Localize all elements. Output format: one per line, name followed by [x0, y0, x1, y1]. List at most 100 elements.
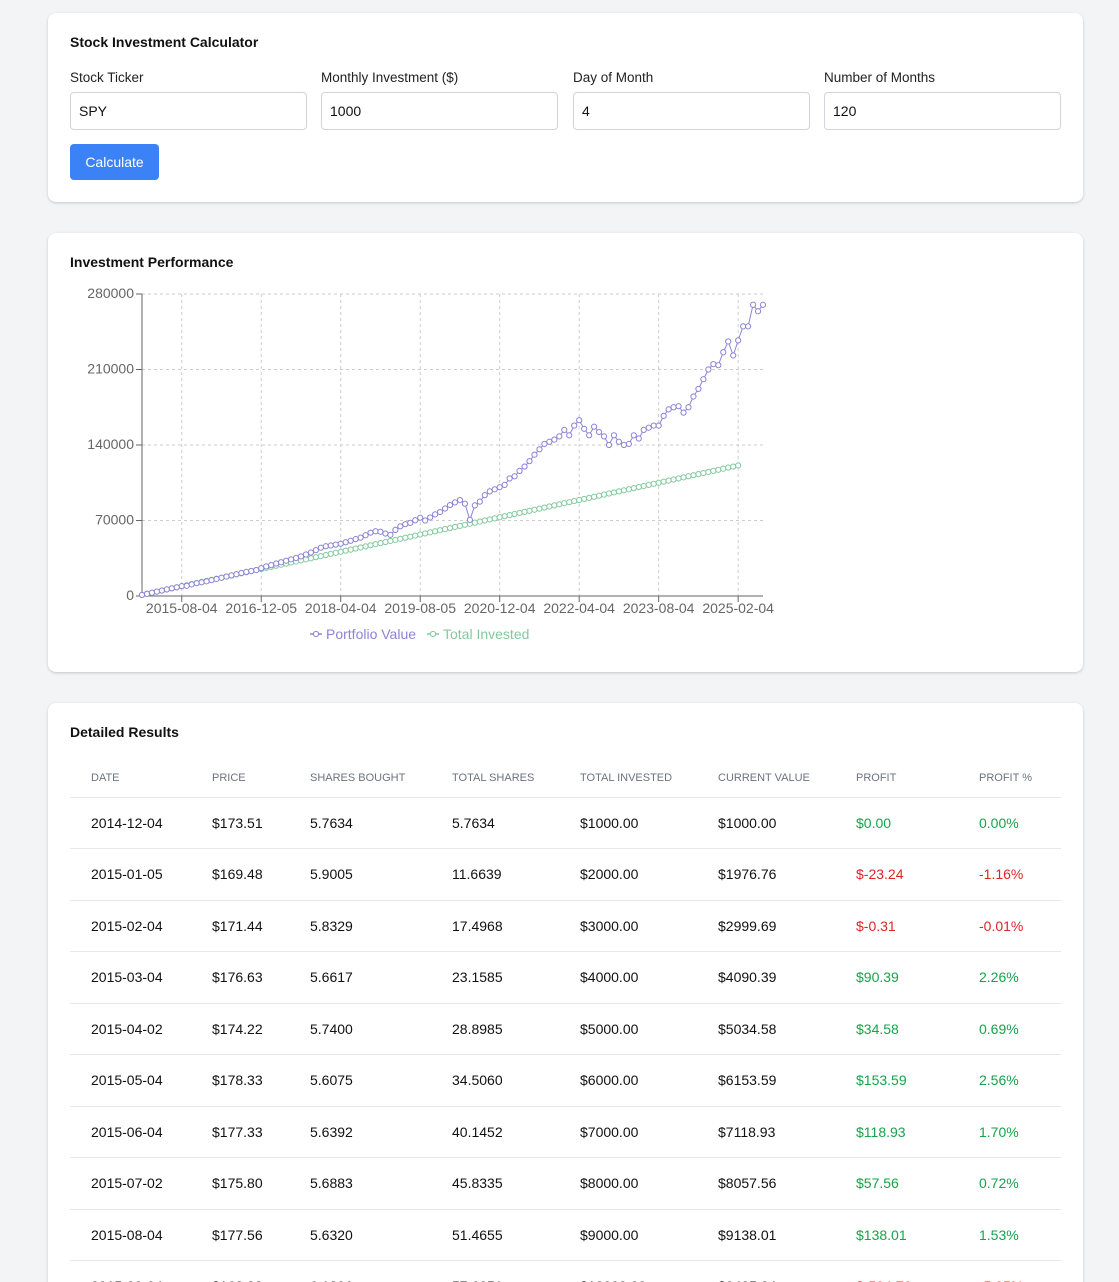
data-point [551, 502, 558, 509]
monthly-investment-field: Monthly Investment ($) 1000 [321, 70, 558, 130]
data-point [327, 550, 334, 558]
calculator-title: Stock Investment Calculator [70, 34, 259, 50]
data-point [526, 507, 533, 514]
ticker-input[interactable]: SPY [70, 92, 307, 130]
cell-current-value: $1976.76 [697, 848, 835, 901]
data-point [332, 541, 339, 548]
data-point [695, 385, 702, 393]
cell-profit-pct: 0.00% [958, 797, 1061, 849]
data-point [367, 529, 374, 536]
x-tick-label: 2018-04-04 [305, 600, 377, 616]
table-row: 2014-12-04 $173.51 5.7634 5.7634 $1000.00 $10… [70, 797, 1061, 849]
data-point [402, 521, 409, 528]
cell-shares-bought: 5.6075 [289, 1054, 431, 1107]
number-of-months-label: Number of Months [824, 70, 936, 85]
data-point [307, 549, 315, 556]
data-point [377, 540, 384, 547]
results-card: Detailed Results Date Price Shares Bough… [48, 703, 1083, 1282]
cell-profit-pct: 1.70% [958, 1106, 1061, 1158]
data-point [740, 323, 747, 330]
cell-date: 2015-06-04 [70, 1106, 191, 1158]
y-tick-label: 140000 [87, 436, 134, 452]
monthly-investment-label: Monthly Investment ($) [321, 70, 459, 85]
cell-total-shares: 28.8985 [431, 1003, 559, 1055]
y-tick-label: 0 [126, 587, 134, 603]
legend-label: Portfolio Value [326, 626, 416, 642]
data-point [412, 532, 419, 539]
cell-price: $174.22 [191, 1003, 289, 1055]
data-point [367, 542, 374, 549]
cell-date: 2015-03-04 [70, 951, 191, 1004]
data-point [670, 404, 677, 411]
cell-current-value: $4090.39 [697, 951, 835, 1004]
data-point [541, 440, 548, 448]
header-profit-pct: Profit % [958, 759, 1061, 798]
data-point [630, 485, 637, 492]
data-point [372, 528, 379, 535]
cell-current-value: $6153.59 [697, 1054, 835, 1107]
header-date: Date [70, 759, 191, 798]
data-point [392, 526, 399, 533]
data-point [625, 486, 632, 493]
cell-total-invested: $10000.00 [559, 1260, 697, 1282]
data-point [441, 526, 449, 533]
data-point [625, 440, 632, 448]
legend-label: Total Invested [443, 626, 529, 642]
cell-profit-pct: 0.72% [958, 1157, 1061, 1210]
data-point [183, 582, 190, 589]
table-row: 2015-08-04 $177.56 5.6320 51.4655 $9000.00 $9… [70, 1209, 1061, 1261]
legend-item[interactable]: Portfolio Value [310, 626, 416, 642]
data-point [600, 491, 608, 498]
data-point [407, 519, 414, 526]
data-point [382, 530, 389, 537]
data-point [725, 338, 732, 345]
data-point [650, 480, 657, 487]
cell-total-invested: $7000.00 [559, 1106, 697, 1158]
cell-current-value: $7118.93 [697, 1106, 835, 1158]
data-point [208, 577, 215, 584]
data-point [297, 553, 305, 560]
data-point [486, 516, 493, 523]
data-point [392, 536, 399, 544]
data-point [715, 362, 722, 369]
legend-dot-icon [312, 630, 320, 638]
table-header-row: Date Price Shares Bought Total Shares To… [70, 759, 1061, 798]
day-of-month-input[interactable]: 4 [573, 92, 810, 130]
data-point [397, 523, 404, 530]
data-point [153, 588, 161, 595]
data-point [576, 417, 583, 424]
cell-total-invested: $3000.00 [559, 900, 697, 952]
data-point [749, 301, 757, 308]
legend-item[interactable]: Total Invested [427, 626, 529, 642]
data-point [282, 557, 290, 564]
cell-date: 2014-12-04 [70, 797, 191, 849]
data-point [451, 499, 459, 506]
data-point [377, 528, 384, 535]
cell-current-value: $9138.01 [697, 1209, 835, 1261]
cell-current-value: $9405.24 [697, 1260, 835, 1282]
cell-profit-pct: 2.26% [958, 951, 1061, 1004]
cell-date: 2015-09-04 [70, 1260, 191, 1282]
table-row: 2015-03-04 $176.63 5.6617 23.1585 $4000.00 $4… [70, 951, 1061, 1004]
data-point [163, 586, 170, 593]
data-point [312, 554, 319, 561]
data-point [710, 467, 717, 474]
data-point [173, 584, 180, 591]
cell-profit-pct: -5.95% [958, 1260, 1061, 1282]
data-point [198, 579, 205, 586]
data-point [188, 581, 195, 588]
data-point [427, 514, 434, 521]
data-point [610, 432, 618, 439]
data-point [412, 517, 419, 524]
data-point [690, 393, 697, 400]
cell-shares-bought: 5.8329 [289, 900, 431, 952]
calculate-button[interactable]: Calculate [70, 144, 159, 180]
monthly-investment-input[interactable]: 1000 [321, 92, 558, 130]
data-point [317, 544, 324, 551]
cell-total-invested: $2000.00 [559, 848, 697, 901]
data-point [287, 556, 295, 563]
data-point [148, 589, 156, 596]
data-point [586, 432, 593, 439]
number-of-months-input[interactable]: 120 [824, 92, 1061, 130]
data-point [605, 490, 613, 497]
